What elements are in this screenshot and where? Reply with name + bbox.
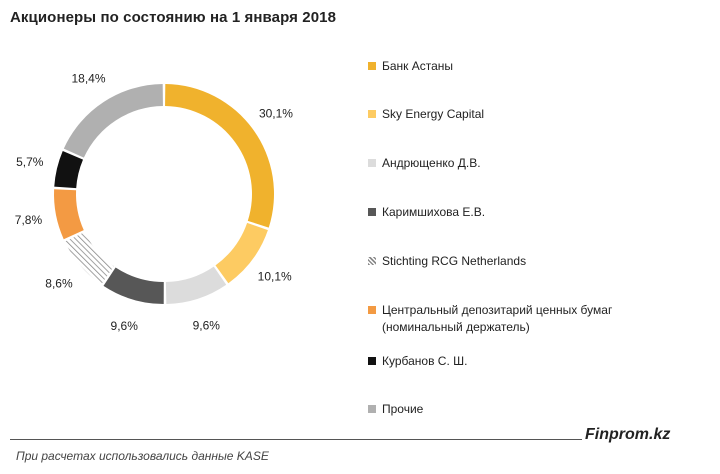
legend-item-5: Stichting RCG Netherlands bbox=[368, 253, 526, 270]
legend-item-1: Банк Астаны bbox=[368, 58, 453, 75]
legend-item-8: Прочие bbox=[368, 401, 423, 418]
legend-label-6: Центральный депозитарий ценных бумаг (но… bbox=[382, 303, 613, 334]
legend-label-4: Каримшихова Е.В. bbox=[382, 205, 486, 219]
legend-label-3: Андрющенко Д.В. bbox=[382, 156, 481, 170]
legend-swatch-1 bbox=[368, 62, 376, 70]
legend-swatch-4 bbox=[368, 208, 376, 216]
legend-label-1: Банк Астаны bbox=[382, 59, 454, 73]
slice-label-1: 30,1% bbox=[259, 106, 293, 120]
legend-label-2: Sky Energy Capital bbox=[382, 107, 485, 121]
legend-item-3: Андрющенко Д.В. bbox=[368, 155, 481, 172]
legend-swatch-8 bbox=[368, 405, 376, 413]
legend-label-8: Прочие bbox=[382, 402, 424, 416]
slice-7 bbox=[54, 151, 83, 189]
legend-label-7: Курбанов С. Ш. bbox=[382, 354, 468, 368]
donut-chart: 30,1% 10,1% 9,6% 9,6% 8,6% 7,8% 5,7% 18,4% bbox=[15, 71, 294, 333]
source-note: При расчетах использовались данные KASE bbox=[16, 449, 269, 463]
slice-label-3: 9,6% bbox=[193, 318, 221, 332]
slice-6 bbox=[53, 189, 84, 240]
legend-item-2: Sky Energy Capital bbox=[368, 106, 484, 123]
slice-label-6: 7,8% bbox=[15, 213, 43, 227]
footer-divider bbox=[10, 439, 582, 440]
legend-swatch-3 bbox=[368, 159, 376, 167]
legend-swatch-7 bbox=[368, 357, 376, 365]
slice-label-4: 9,6% bbox=[111, 319, 139, 333]
slice-label-8: 18,4% bbox=[72, 71, 106, 85]
slice-8 bbox=[63, 84, 163, 158]
legend-swatch-2 bbox=[368, 110, 376, 118]
slice-label-7: 5,7% bbox=[16, 155, 44, 169]
legend-item-7: Курбанов С. Ш. bbox=[368, 353, 467, 370]
legend-swatch-6 bbox=[368, 306, 376, 314]
chart-title: Акционеры по состоянию на 1 января 2018 bbox=[10, 9, 337, 26]
slice-label-2: 10,1% bbox=[258, 269, 292, 283]
slice-2 bbox=[215, 222, 268, 284]
brand-logo-text: Finprom.kz bbox=[585, 426, 671, 443]
slice-5 bbox=[64, 232, 114, 285]
slice-1 bbox=[165, 84, 274, 228]
legend-label-5: Stichting RCG Netherlands bbox=[382, 254, 527, 268]
slice-4 bbox=[103, 267, 164, 304]
legend-item-4: Каримшихова Е.В. bbox=[368, 204, 485, 221]
legend-swatch-5 bbox=[368, 257, 376, 265]
slice-3 bbox=[165, 266, 227, 304]
legend-item-6: Центральный депозитарий ценных бумаг (но… bbox=[368, 302, 612, 336]
slice-label-5: 8,6% bbox=[45, 277, 73, 291]
